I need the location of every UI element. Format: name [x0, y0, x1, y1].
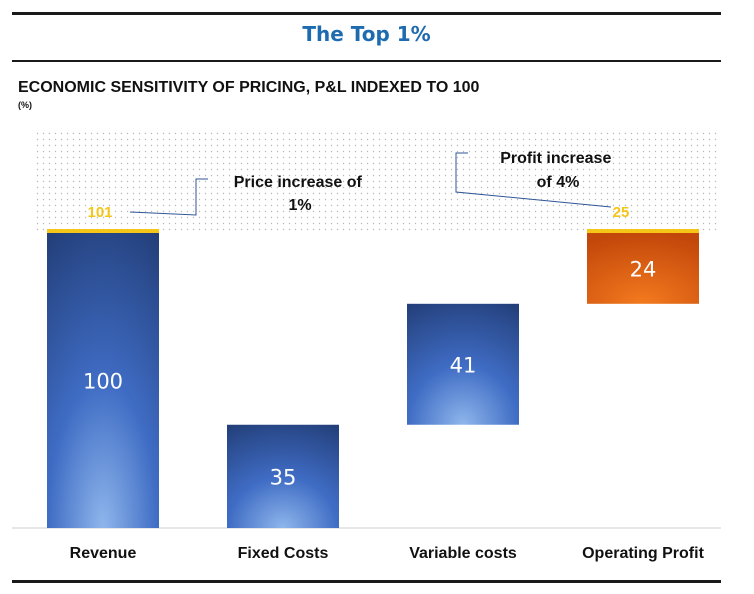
annotation-profit: Profit increase of 4%: [500, 150, 616, 191]
x-tick-variable-costs: Variable costs: [409, 545, 517, 562]
bar-value-label-operating-profit: 24: [630, 257, 657, 281]
bar-value-label-fixed-costs: 35: [270, 465, 297, 489]
annotation-revenue-line-2: 1%: [288, 197, 311, 214]
annotation-leader-profit: [455, 152, 612, 208]
x-tick-revenue: Revenue: [70, 545, 137, 562]
chart-title: ECONOMIC SENSITIVITY OF PRICING, P&L IND…: [18, 79, 480, 96]
bar-value-label-variable-costs: 41: [450, 353, 477, 377]
x-tick-fixed-costs: Fixed Costs: [238, 545, 329, 562]
scenario-line-operating-profit: [587, 229, 699, 233]
annotation-profit-line-1: Profit increase: [500, 150, 611, 167]
bar-variable-costs: [407, 303, 519, 425]
unit-label: (%): [18, 100, 32, 110]
title-rule: [12, 60, 721, 62]
bar-operating-profit: [587, 233, 699, 304]
annotation-revenue-line-1: Price increase of: [234, 174, 363, 191]
page-title: The Top 1%: [302, 22, 431, 46]
bar-value-label-revenue: 100: [83, 370, 123, 394]
scenario-line-revenue: [47, 229, 159, 233]
annotation-revenue: Price increase of 1%: [234, 174, 367, 214]
scenario-label-operating-profit: 25: [613, 204, 630, 221]
scenario-label-revenue: 101: [87, 204, 112, 221]
x-tick-operating-profit: Operating Profit: [582, 545, 704, 562]
annotation-leader-revenue: [129, 178, 208, 216]
annotation-profit-line-2: of 4%: [537, 174, 580, 191]
bar-fixed-costs: [227, 424, 339, 528]
scenario-band: [35, 131, 720, 231]
bar-revenue: [47, 233, 159, 528]
bottom-rule: [12, 580, 721, 583]
top-rule: [12, 12, 721, 15]
